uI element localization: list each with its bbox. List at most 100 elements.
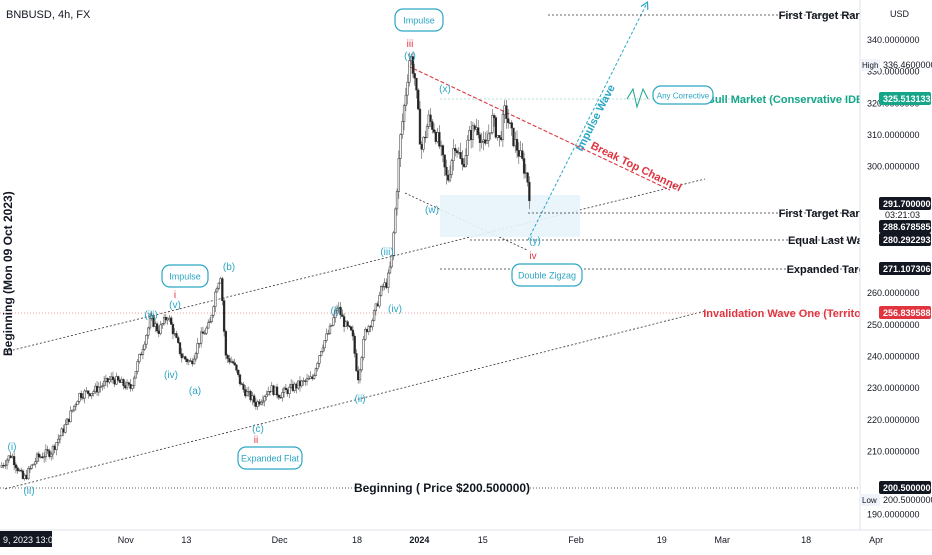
candle-body [425, 126, 429, 138]
candle-body [341, 314, 344, 317]
candle-body [348, 325, 351, 328]
candle-body [471, 125, 475, 140]
candle-body [505, 105, 508, 119]
wave-label-blue-1: (ii) [23, 486, 34, 497]
price-tag-beginning[interactable]: 200.5000000 [883, 483, 932, 493]
candle-body [245, 391, 249, 397]
candle-body [399, 134, 402, 159]
candle-body [328, 325, 332, 334]
candle-body [27, 468, 30, 479]
candle-body [21, 470, 25, 479]
level-label-6[interactable]: Beginning ( Price $200.500000) [354, 481, 530, 495]
x-tick-label-0: Nov [118, 535, 135, 545]
target-zone [440, 195, 580, 237]
wave-label-blue-13: (x) [439, 84, 451, 95]
level-label-3[interactable]: Equal Last Wave [788, 235, 875, 247]
beginning-vertical-label: Beginning (Mon 09 Oct 2023) [1, 191, 15, 356]
level-label-0[interactable]: First Target Range [779, 10, 875, 22]
price-tag-invalidation[interactable]: 256.8395885 [883, 308, 932, 318]
candle-body [48, 450, 51, 457]
candle-body [76, 401, 79, 405]
candle-body [512, 127, 515, 147]
candle-body [461, 158, 464, 165]
candle-body [275, 386, 279, 396]
y-tick-label-6: 250.0000000 [867, 320, 920, 330]
callout-bubble-3[interactable] [511, 263, 583, 287]
currency-label[interactable]: USD [890, 9, 910, 19]
candle-body [510, 122, 513, 129]
price-tag-equal-wave[interactable]: 280.2922933 [883, 235, 932, 245]
candle-body [477, 127, 480, 136]
candle-body [14, 464, 18, 469]
level-label-1[interactable]: Bull Market (Conservative IDEA) [707, 94, 875, 106]
candle-body [372, 310, 376, 321]
wave-label-blue-0: (i) [8, 442, 17, 453]
level-label-5[interactable]: Invalidation Wave One (Territory) [703, 308, 875, 320]
candle-body [445, 166, 448, 176]
candle-body [515, 139, 519, 151]
candle-body [131, 385, 134, 389]
start-date-label: 9, 2023 13:00 [3, 535, 58, 545]
wave-label-blue-7: (c) [252, 424, 264, 435]
level-label-2[interactable]: First Target Range [779, 208, 875, 220]
callout-bubble-2[interactable] [237, 446, 303, 470]
time-axis[interactable] [0, 530, 932, 550]
candle-body [134, 371, 138, 379]
candle-body [417, 89, 420, 110]
candle-body [521, 150, 524, 159]
wave-label-blue-5: (a) [189, 386, 201, 397]
candle-body [413, 73, 416, 79]
candle-body [228, 358, 231, 363]
candle-body [87, 390, 90, 394]
candle-body [7, 455, 10, 461]
low-price: 200.5000000 [883, 495, 932, 505]
wave-label-blue-3: (iv) [164, 370, 178, 381]
countdown-label: 03:21:03 [885, 210, 920, 220]
candle-body [492, 115, 496, 118]
symbol-title[interactable]: BNBUSD, 4h, FX [6, 9, 91, 21]
level-label-4[interactable]: Expanded Target [787, 264, 876, 276]
price-tag-first-target[interactable]: 288.6785854 [883, 222, 932, 232]
candle-body [424, 136, 427, 139]
callout-bubble-0[interactable] [394, 8, 444, 32]
wave-label-blue-15: (y) [529, 236, 541, 247]
callout-bubble-4[interactable] [652, 85, 714, 105]
high-label-bg [860, 59, 880, 71]
impulse-wave-arrow[interactable] [527, 3, 647, 241]
callout-text-2: Expanded Flat [241, 454, 300, 464]
candle-body [394, 208, 397, 234]
candle-body [71, 409, 74, 412]
wave-label-blue-2: (iii) [144, 310, 157, 321]
channel-lower-line [4, 310, 706, 490]
candle-body [214, 291, 217, 307]
candle-body [339, 306, 342, 316]
candle-body [464, 155, 468, 167]
candle-body [28, 468, 32, 470]
candle-body [397, 158, 400, 192]
candle-body [122, 379, 125, 386]
wave-label-red-0: i [174, 290, 176, 301]
price-tag-bull[interactable]: 325.5131332 [883, 94, 932, 104]
candle-body [522, 158, 526, 174]
candle-body [381, 285, 385, 288]
candle-body [233, 362, 236, 366]
candle-body [175, 333, 178, 338]
candle-body [408, 60, 411, 83]
candle-body [155, 323, 159, 332]
candle-body [485, 140, 489, 144]
candle-body [132, 377, 136, 386]
candle-body [404, 94, 408, 106]
candle-body [252, 395, 256, 403]
price-tag-first-target-bg [879, 220, 931, 233]
callout-bubble-1[interactable] [161, 264, 209, 288]
wave-label-blue-14: (w) [425, 205, 439, 216]
candle-body [138, 353, 141, 362]
candle-body [371, 320, 374, 328]
price-tag-current[interactable]: 291.7000000 [883, 199, 932, 209]
candle-body [422, 136, 425, 150]
candle-body [528, 181, 531, 202]
candle-body [164, 317, 168, 321]
price-tag-expanded[interactable]: 271.1073069 [883, 264, 932, 274]
